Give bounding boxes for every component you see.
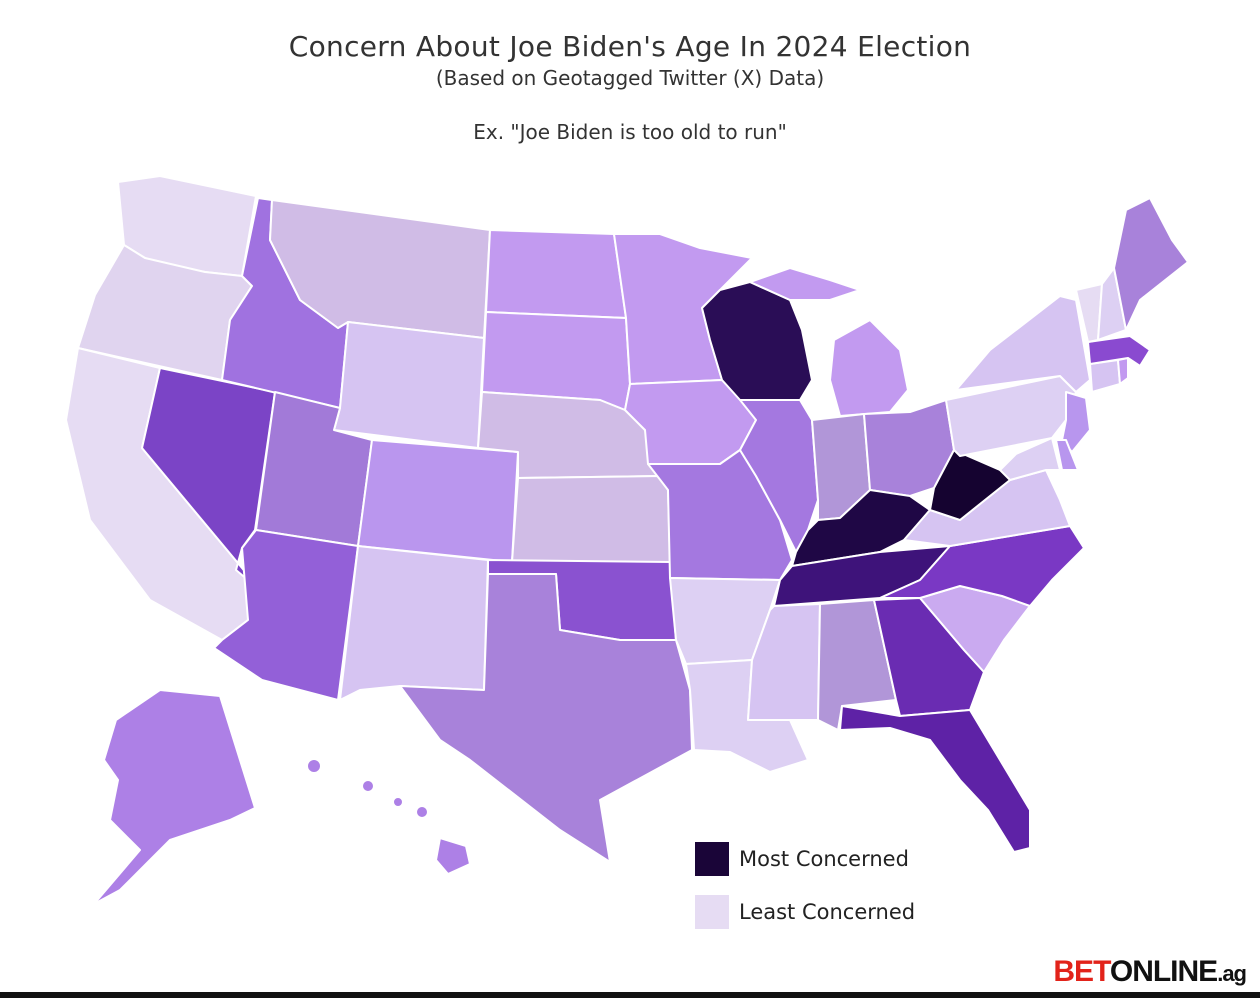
state-colorado <box>357 439 519 563</box>
state-massachusetts <box>1087 335 1151 367</box>
state-new-jersey <box>1061 391 1091 453</box>
legend-swatch-least <box>695 895 729 929</box>
betonline-logo: BETONLINE.ag <box>1053 955 1247 988</box>
map-title: Concern About Joe Biden's Age In 2024 El… <box>288 30 972 63</box>
state-michigan <box>829 319 909 417</box>
state-hawaii <box>306 758 471 875</box>
legend-item-least: Least Concerned <box>695 895 915 929</box>
legend-item-most: Most Concerned <box>695 842 909 876</box>
state-wyoming <box>333 321 485 449</box>
legend-label-least: Least Concerned <box>739 900 916 924</box>
state-north-carolina <box>879 525 1085 607</box>
legend-swatch-most <box>695 842 729 876</box>
state-new-york <box>955 295 1091 393</box>
state-new-mexico <box>339 545 489 701</box>
state-maryland <box>999 437 1061 481</box>
state-north-dakota <box>485 229 627 319</box>
state-rhode-island <box>1117 357 1129 385</box>
state-connecticut <box>1089 359 1121 393</box>
state-delaware <box>1055 439 1079 471</box>
example-quote: Ex. "Joe Biden is too old to run" <box>473 120 787 144</box>
state-michigan-upper <box>749 267 861 301</box>
state-missouri <box>647 449 793 581</box>
bottom-border <box>0 992 1260 998</box>
state-texas <box>399 573 693 863</box>
state-maine <box>1113 197 1189 331</box>
map-subtitle: (Based on Geotagged Twitter (X) Data) <box>435 66 825 90</box>
state-florida <box>839 705 1031 853</box>
state-alaska <box>93 689 256 905</box>
state-kansas <box>511 475 671 563</box>
legend-label-most: Most Concerned <box>739 847 909 871</box>
